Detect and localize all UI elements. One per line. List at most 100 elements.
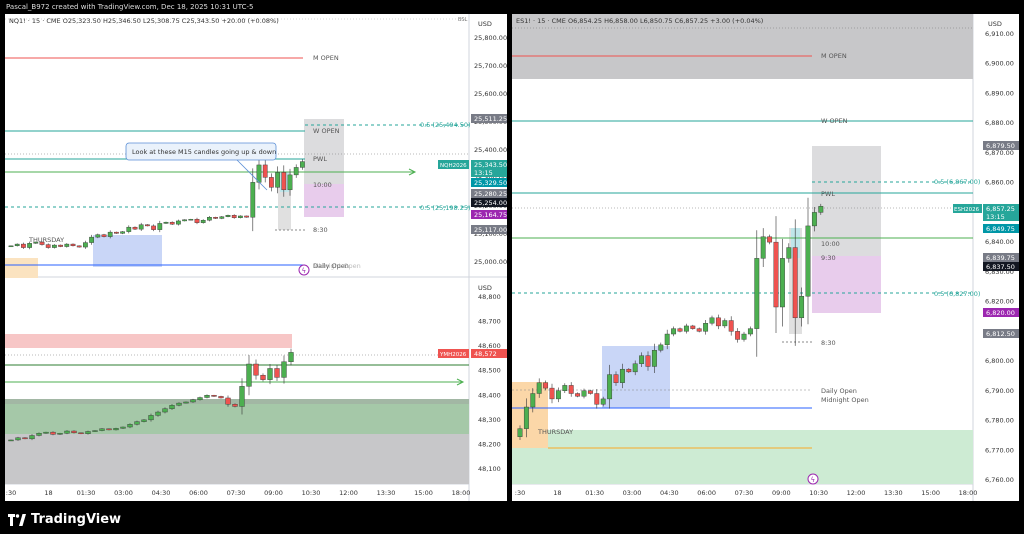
tradingview-brand-text: TradingView — [31, 512, 122, 527]
ym-y-tick: 48,400 — [478, 391, 501, 399]
nq-candle — [89, 236, 94, 243]
es-midnight-open-label: Midnight Open — [821, 396, 869, 404]
es-candle — [696, 328, 702, 332]
es-candle — [799, 295, 805, 319]
nq-candle — [45, 244, 51, 248]
lightning-event-icon[interactable] — [298, 264, 310, 276]
nq-symbol-tag: NQH2026 — [440, 163, 467, 169]
es-x-tick: 04:30 — [660, 489, 679, 497]
es-y-tick: 6,900.00 — [985, 60, 1014, 68]
ym-candle — [232, 404, 238, 407]
nq-candle — [188, 218, 194, 221]
es-candle — [690, 325, 696, 329]
nq-x-tick: 03:00 — [114, 489, 133, 497]
es-x-tick: 18 — [553, 489, 561, 497]
nq-currency: USD — [478, 20, 492, 28]
nq-x-tick: 06:00 — [189, 489, 208, 497]
ym-candle — [78, 432, 84, 435]
es-candle — [709, 317, 715, 324]
nq-candle — [300, 161, 305, 168]
es-candle — [683, 325, 689, 332]
ym-candle — [106, 428, 112, 431]
nq-candle — [138, 224, 144, 230]
nq-candle — [213, 216, 218, 219]
nq-candle — [101, 234, 107, 237]
es-daily-open-label: Daily Open — [821, 387, 857, 395]
midnight-open-label: Midnight Open — [313, 262, 361, 270]
nq-candle — [269, 177, 274, 188]
nq-candle — [21, 243, 26, 248]
nq-candles — [8, 157, 305, 250]
nq-candle — [287, 174, 293, 191]
es-x-tick: 03:00 — [623, 489, 642, 497]
ym-candle — [239, 386, 245, 407]
ym-candle — [127, 424, 133, 428]
footer: TradingView — [0, 504, 1024, 534]
es-price-tags: ESH2026 6,857.25 13:15 6,879.50 6,849.75… — [953, 141, 1019, 338]
ym-candle — [162, 408, 168, 413]
es-x-tick: 06:00 — [697, 489, 716, 497]
es-pwl-label: PWL — [821, 190, 835, 198]
nq-candle — [14, 243, 20, 247]
tradingview-logo-icon — [8, 513, 26, 526]
price-tag-1: 25,511.25 — [474, 115, 507, 123]
ym-currency: USD — [478, 284, 492, 292]
es-lightning-icon-glyph: ϟ — [811, 476, 816, 484]
ym-candle — [15, 437, 21, 441]
es-candle — [517, 428, 523, 437]
es-asia-box — [602, 346, 670, 408]
daily-open-label: Daily Open — [313, 262, 349, 270]
es-gray-top-zone — [512, 14, 973, 79]
es-candle — [645, 355, 651, 367]
es-candle — [754, 258, 760, 329]
ym-candles — [8, 348, 294, 442]
nq-candle — [114, 231, 119, 234]
es-candle — [523, 406, 529, 429]
es-y-tick: 6,820.00 — [985, 298, 1014, 306]
es-x-tick: :30 — [515, 489, 525, 497]
es-t830-label: 8:30 — [821, 339, 836, 347]
nq-candle — [207, 216, 212, 221]
ym-y-tick: 48,800 — [478, 293, 501, 301]
nq-candle — [256, 164, 262, 183]
es-candle — [607, 374, 613, 400]
nq-time-tag: 13:15 — [474, 169, 493, 177]
es-candle — [773, 241, 779, 308]
pwl-label: PWL — [313, 155, 327, 163]
es-lightning-event-icon[interactable] — [807, 473, 819, 485]
ym-candle — [99, 428, 105, 431]
ym-candle — [148, 415, 154, 421]
es-candle — [792, 247, 798, 319]
es-legend: ES1! · 15 · CME O6,854.25 H6,858.00 L6,8… — [516, 17, 763, 25]
nq-x-tick: 13:30 — [377, 489, 396, 497]
es-chart[interactable]: ES1! · 15 · CME O6,854.25 H6,858.00 L6,8… — [512, 14, 1019, 501]
es-candle — [671, 328, 677, 335]
es-fib-top-label: 0.5 (6,867.00) — [934, 178, 980, 186]
price-tag-2: 25,329.50 — [474, 179, 507, 187]
ym-y-tick: 48,700 — [478, 318, 501, 326]
es-time-tag: 13:15 — [986, 213, 1005, 221]
callout-box[interactable] — [125, 142, 277, 161]
es-price-tag-1: 6,879.50 — [986, 142, 1015, 150]
es-candle — [530, 393, 536, 408]
nq-candle — [157, 223, 163, 230]
es-x-tick: 12:00 — [847, 489, 866, 497]
es-y-tick: 6,760.00 — [985, 476, 1014, 484]
nq-chart[interactable]: NQ1! · 15 · CME O25,323.50 H25,346.50 L2… — [5, 14, 507, 501]
w-open-label: W OPEN — [313, 127, 340, 135]
tradingview-logo[interactable]: TradingView — [8, 512, 121, 527]
es-candle — [741, 333, 747, 340]
es-candle — [728, 320, 734, 332]
es-y-tick: 6,890.00 — [985, 89, 1014, 97]
nq-candle — [76, 245, 82, 248]
nq-candle — [83, 242, 88, 248]
created-by-header: Pascal_B972 created with TradingView.com… — [0, 0, 1024, 14]
es-t930-label: 9:30 — [821, 254, 836, 262]
ym-candle — [169, 405, 175, 409]
nq-chart-panel[interactable]: NQ1! · 15 · CME O25,323.50 H25,346.50 L2… — [5, 14, 507, 501]
price-tag-4: 25,254.00 — [474, 199, 507, 207]
ym-candle — [253, 363, 259, 376]
es-chart-panel[interactable]: ES1! · 15 · CME O6,854.25 H6,858.00 L6,8… — [512, 14, 1019, 501]
es-y-tick: 6,770.00 — [985, 446, 1014, 454]
callout-pointer — [236, 159, 268, 191]
